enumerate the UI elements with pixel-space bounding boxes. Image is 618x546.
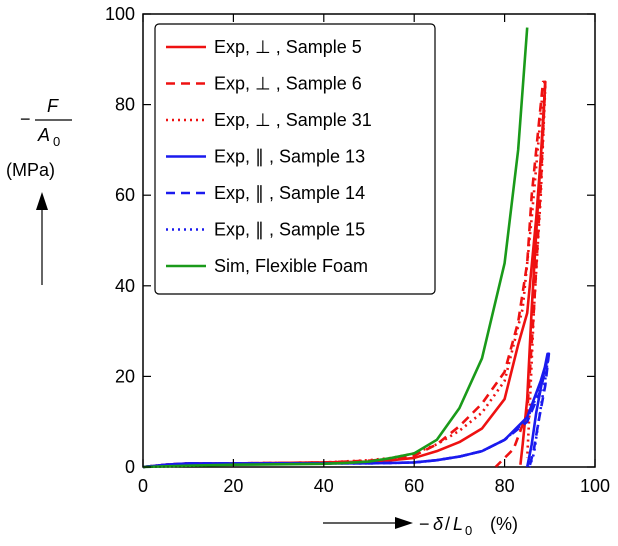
- x-label-minus: −: [419, 514, 430, 534]
- y-label-denominator-sub: 0: [53, 134, 60, 149]
- x-tick-label: 100: [580, 476, 610, 496]
- y-label-denominator: A: [37, 125, 50, 145]
- legend-label: Exp, ⊥ , Sample 31: [214, 110, 372, 130]
- y-tick-label: 80: [115, 95, 135, 115]
- series-line-6: [142, 356, 550, 469]
- x-label-arrow-head: [395, 517, 413, 529]
- y-label-numerator: F: [47, 96, 59, 116]
- legend-label: Sim, Flexible Foam: [214, 256, 368, 276]
- x-tick-label: 0: [138, 476, 148, 496]
- series-line-5: [142, 352, 551, 469]
- y-axis-label: − F A 0 (MPa): [6, 96, 72, 285]
- series-layer: [142, 27, 551, 469]
- legend-items: Exp, ⊥ , Sample 5 Exp, ⊥ , Sample 6 Exp, ⊥…: [166, 37, 372, 276]
- y-tick-label: 100: [105, 4, 135, 24]
- x-label-L: L: [453, 514, 463, 534]
- y-axis-ticks: 0 20 40 60 80 100: [105, 4, 595, 477]
- legend-box: [154, 23, 436, 295]
- legend: Exp, ⊥ , Sample 5 Exp, ⊥ , Sample 6 Exp, ⊥…: [154, 23, 436, 295]
- y-tick-label: 20: [115, 366, 135, 386]
- x-label-L-sub: 0: [465, 523, 472, 538]
- x-tick-label: 60: [404, 476, 424, 496]
- y-tick-label: 0: [125, 457, 135, 477]
- legend-label: Exp, ∥ , Sample 13: [214, 147, 365, 167]
- legend-label: Exp, ∥ , Sample 14: [214, 183, 365, 203]
- series-line-7: [142, 27, 529, 469]
- y-label-minus: −: [20, 109, 31, 129]
- legend-label: Exp, ⊥ , Sample 5: [214, 37, 362, 57]
- x-label-slash: /: [445, 514, 450, 534]
- x-tick-label: 40: [314, 476, 334, 496]
- x-tick-label: 80: [495, 476, 515, 496]
- x-axis-ticks: 0 20 40 60 80 100: [138, 14, 610, 496]
- x-tick-label: 20: [223, 476, 243, 496]
- legend-label: Exp, ∥ , Sample 15: [214, 220, 365, 240]
- plot-area: 0 20 40 60 80 100 0 20 40 60 80 100: [105, 4, 610, 496]
- y-label-unit: (MPa): [6, 160, 55, 180]
- legend-label: Exp, ⊥ , Sample 6: [214, 74, 362, 94]
- x-axis-label: − δ / L 0 (%): [323, 514, 518, 538]
- y-tick-label: 40: [115, 276, 135, 296]
- x-label-delta: δ: [433, 514, 444, 534]
- y-tick-label: 60: [115, 185, 135, 205]
- x-label-unit: (%): [490, 514, 518, 534]
- series-line-3: [142, 85, 547, 469]
- y-label-arrow-head: [36, 192, 48, 210]
